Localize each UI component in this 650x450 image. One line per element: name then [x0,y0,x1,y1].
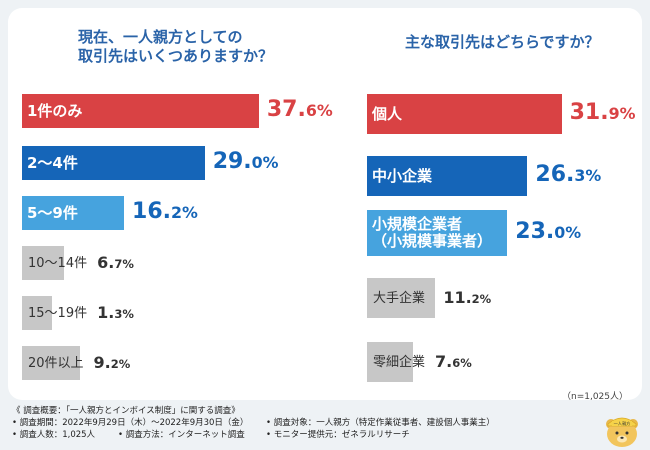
footer-target: • 調査対象：一人親方（特定作業従事者、建設個人事業主） [266,418,495,428]
bar-right-0 [367,94,562,134]
right-title-line-1: 主な取引先はどちらですか？ [405,33,600,51]
left-chart-title: 現在、一人親方としての 取引先はいくつありますか？ [78,28,273,66]
value-label-left-4: 1.3% [97,303,134,323]
left-title-line-1: 現在、一人親方としての [78,28,243,46]
bar-label-right-4: 零細企業 [373,354,426,370]
bar-left-0 [22,94,259,128]
footer-heading: 《 調査概要：「一人親方とインボイス制度」に関する調査》 [12,406,240,416]
bar-right-4 [367,342,414,382]
value-label-right-2: 23.0% [515,219,582,245]
bar-right-2 [367,210,508,256]
footer-provider: • モニター提供元：ゼネラルリサーチ [266,430,410,440]
left-title-line-2: 取引先はいくつありますか？ [78,47,274,65]
bar-label-right-2: 小規模企業者 （小規模事業者） [372,215,493,250]
value-label-right-4: 7.6% [435,352,472,372]
value-label-left-2: 16.2% [132,199,198,225]
bar-left-4 [22,296,52,330]
bar-label-right-3: 大手企業 [373,290,426,306]
bar-label-left-0: 1件のみ [27,101,83,120]
bar-left-1 [22,146,205,180]
bar-left-5 [22,346,80,380]
footer-count: • 調査人数：1,025人 [12,430,96,440]
bar-label-left-5: 20件以上 [28,355,84,371]
value-label-right-3: 11.2% [443,288,492,308]
bar-label-left-1: 2〜4件 [27,153,78,172]
right-chart-title: 主な取引先はどちらですか？ [405,33,600,52]
bar-right-3 [367,278,436,318]
value-label-right-0: 31.9% [569,100,636,126]
bear-mascot-icon: 一人親方 [606,417,638,447]
bar-left-2 [22,196,125,230]
footer-method: • 調査方法：インターネット調査 [118,430,245,440]
footer-period: • 調査期間：2022年9月29日（木）〜2022年9月30日（金） [12,418,249,428]
sample-size-note: （n=1,025人） [561,392,628,402]
bar-label-right-0: 個人 [372,104,403,123]
bar-label-left-4: 15〜19件 [28,305,88,321]
value-label-left-1: 29.0% [212,149,279,175]
mascot-label: 一人親方 [614,420,631,427]
bar-label-left-3: 10〜14件 [28,255,88,271]
survey-footer: 《 調査概要：「一人親方とインボイス制度」に関する調査》 • 調査期間：2022… [0,404,650,450]
bar-left-3 [22,246,65,280]
bar-label-left-2: 5〜9件 [27,203,78,222]
value-label-left-5: 9.2% [93,353,131,373]
bar-right-1 [367,156,528,196]
value-label-left-0: 37.6% [266,97,333,123]
bar-charts: 1件のみ 37.6% 2〜4件 29.0% 5〜9件 16.2% 10〜14件 6.7% 15〜… [22,94,636,382]
bar-label-right-1: 中小企業 [372,166,433,185]
value-label-right-1: 26.3% [535,162,602,188]
value-label-left-3: 6.7% [97,253,134,273]
